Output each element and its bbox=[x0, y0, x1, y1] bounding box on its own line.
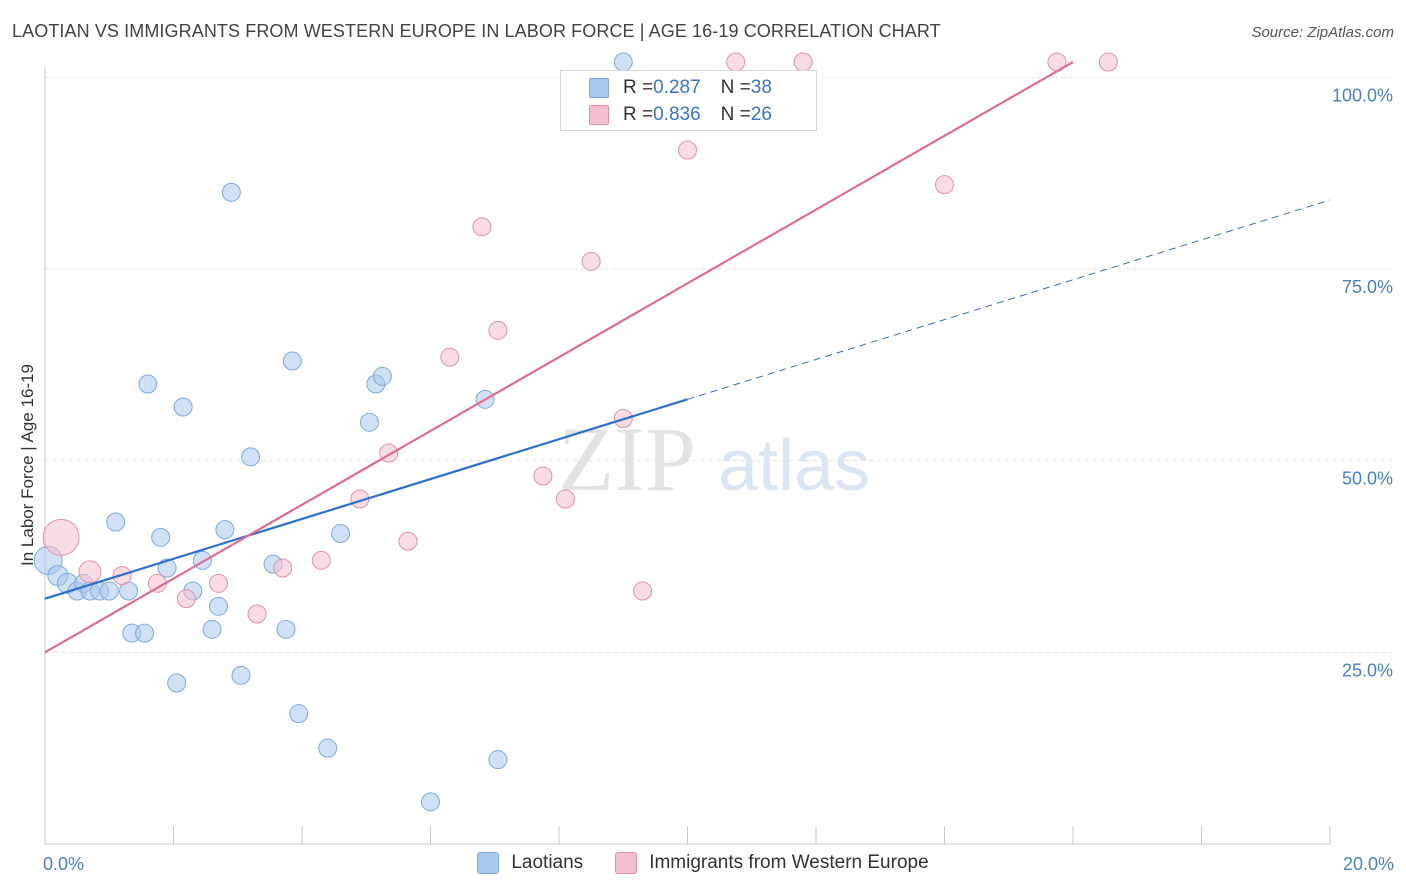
data-point bbox=[208, 596, 228, 616]
legend-n-label: N = bbox=[720, 104, 751, 125]
data-point bbox=[398, 531, 418, 551]
data-point bbox=[276, 619, 296, 639]
data-point bbox=[421, 792, 440, 812]
data-point bbox=[221, 182, 241, 202]
x-tick-label: 20.0% bbox=[1343, 854, 1394, 874]
data-point bbox=[241, 447, 261, 467]
y-tick-label: 100.0% bbox=[1332, 85, 1393, 105]
chart-source: Source: ZipAtlas.com bbox=[1251, 24, 1394, 41]
data-point bbox=[99, 581, 119, 601]
data-point bbox=[273, 558, 293, 578]
legend-row-laotians: R = 0.287 N = 38 bbox=[589, 77, 772, 99]
series-legend-laotians[interactable]: Laotians bbox=[477, 852, 583, 874]
series-legend: Laotians Immigrants from Western Europe bbox=[0, 852, 1406, 874]
data-point bbox=[289, 704, 309, 724]
data-point bbox=[311, 550, 331, 570]
correlation-legend: R = 0.287 N = 38 R = 0.836 N = 26 bbox=[560, 70, 817, 131]
data-point bbox=[533, 466, 553, 486]
axes bbox=[44, 67, 1331, 845]
legend-n-value: 38 bbox=[750, 77, 772, 98]
legend-swatch-immigrants bbox=[589, 105, 609, 125]
legend-r-label: R = bbox=[623, 104, 654, 125]
data-point bbox=[231, 665, 251, 685]
legend-n-label: N = bbox=[720, 77, 751, 98]
data-point bbox=[555, 489, 575, 509]
data-point bbox=[202, 619, 222, 639]
data-point bbox=[157, 558, 177, 578]
watermark-atlas: atlas bbox=[718, 426, 870, 506]
trend-line-immigrants bbox=[44, 61, 1074, 654]
data-point bbox=[78, 560, 102, 584]
gridlines bbox=[45, 76, 1392, 653]
series-layer bbox=[33, 52, 1331, 812]
data-point bbox=[167, 673, 187, 693]
series-legend-swatch bbox=[477, 852, 500, 874]
data-point bbox=[247, 604, 267, 624]
series-laotians bbox=[33, 52, 633, 812]
data-point bbox=[935, 175, 954, 195]
legend-swatch-laotians bbox=[589, 78, 609, 98]
legend-n-value: 26 bbox=[750, 104, 772, 125]
data-point bbox=[359, 412, 379, 432]
data-point bbox=[173, 397, 193, 417]
legend-r-value: 0.836 bbox=[653, 104, 701, 125]
data-point bbox=[726, 52, 746, 72]
legend-row-immigrants: R = 0.836 N = 26 bbox=[589, 104, 772, 126]
data-point bbox=[581, 251, 601, 271]
y-axis-label: In Labor Force | Age 16-19 bbox=[18, 364, 37, 566]
data-point bbox=[282, 351, 302, 371]
data-point bbox=[372, 366, 392, 386]
data-point bbox=[488, 320, 508, 340]
data-point bbox=[793, 52, 813, 72]
legend-r-label: R = bbox=[623, 77, 654, 98]
legend-r-value: 0.287 bbox=[653, 77, 701, 98]
y-tick-label: 25.0% bbox=[1342, 660, 1393, 680]
y-tick-label: 50.0% bbox=[1342, 469, 1393, 489]
data-point bbox=[318, 738, 338, 758]
data-point bbox=[488, 750, 508, 770]
chart-title: LAOTIAN VS IMMIGRANTS FROM WESTERN EUROP… bbox=[12, 21, 941, 41]
data-point bbox=[151, 527, 171, 547]
data-point bbox=[331, 524, 351, 543]
data-point bbox=[208, 573, 228, 593]
tick-labels: 25.0% 50.0% 75.0% 100.0% 0.0% 20.0% bbox=[43, 85, 1394, 874]
data-point bbox=[138, 374, 158, 394]
data-point bbox=[106, 512, 126, 532]
trend-line-laotians bbox=[44, 398, 688, 600]
series-legend-swatch bbox=[615, 852, 638, 874]
trend-line-extension-laotians bbox=[687, 199, 1331, 400]
series-legend-label: Laotians bbox=[511, 852, 584, 873]
data-point bbox=[472, 217, 492, 237]
data-point bbox=[42, 518, 80, 556]
data-point bbox=[215, 520, 235, 540]
data-point bbox=[1098, 52, 1118, 72]
x-tick-label: 0.0% bbox=[43, 854, 84, 874]
series-immigrants bbox=[42, 52, 1118, 624]
data-point bbox=[613, 52, 633, 72]
watermark: ZIP atlas bbox=[558, 408, 870, 510]
data-point bbox=[176, 589, 196, 609]
data-point bbox=[633, 581, 653, 601]
data-point bbox=[135, 623, 155, 643]
series-legend-label: Immigrants from Western Europe bbox=[649, 852, 929, 873]
data-point bbox=[440, 347, 460, 367]
data-point bbox=[678, 140, 697, 160]
y-tick-label: 75.0% bbox=[1342, 277, 1393, 297]
series-legend-immigrants[interactable]: Immigrants from Western Europe bbox=[615, 852, 929, 874]
